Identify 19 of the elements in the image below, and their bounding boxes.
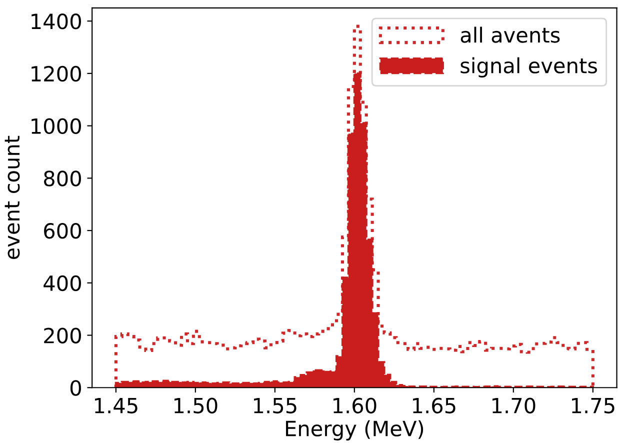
y-tick-label: 200 [44,328,81,344]
y-tick-label: 1000 [32,118,81,134]
x-tick-label: 1.50 [174,398,218,414]
legend-label: signal events [460,57,597,78]
y-tick-label: 800 [44,170,81,186]
y-tick-label: 1400 [32,14,81,30]
y-tick-label: 600 [44,222,81,239]
y-tick-label: 0 [70,380,81,396]
legend-label: all avents [460,26,560,43]
x-tick-label: 1.60 [334,398,376,414]
x-tick-label: 1.55 [254,398,296,414]
x-tick-label: 1.75 [572,398,614,414]
y-axis-title: event count [4,136,20,260]
y-tick-label: 1200 [32,66,81,82]
x-tick-label: 1.65 [413,398,456,414]
x-axis-title: Energy (MeV) [286,420,424,440]
y-tick-label: 400 [44,275,81,292]
x-tick-label: 1.70 [492,398,536,414]
x-tick-label: 1.45 [95,398,138,414]
